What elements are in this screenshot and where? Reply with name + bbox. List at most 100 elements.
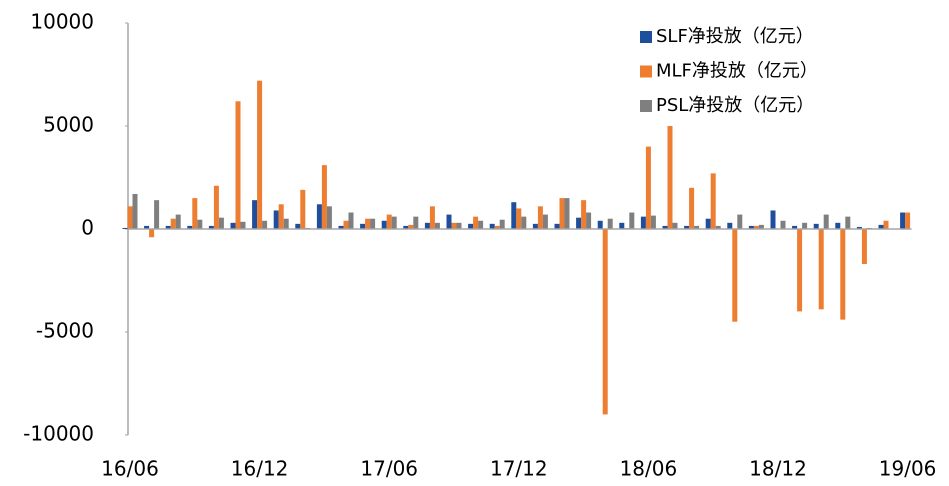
bar bbox=[262, 220, 268, 229]
bar bbox=[273, 210, 279, 229]
x-tick-label: 16/12 bbox=[231, 457, 289, 481]
x-tick-label: 16/06 bbox=[101, 457, 159, 481]
bar bbox=[662, 225, 668, 229]
bar bbox=[748, 225, 754, 229]
bar bbox=[473, 216, 479, 229]
bar bbox=[370, 218, 376, 229]
bar bbox=[478, 220, 484, 229]
legend-label: MLF净投放（亿元） bbox=[656, 61, 818, 82]
bar bbox=[499, 219, 505, 229]
bar bbox=[494, 225, 500, 229]
bar bbox=[278, 204, 284, 229]
bar bbox=[154, 200, 160, 229]
bar bbox=[645, 146, 651, 229]
bar bbox=[602, 229, 608, 415]
bar bbox=[542, 214, 548, 229]
bar bbox=[252, 200, 258, 229]
bar bbox=[343, 220, 349, 229]
bar bbox=[187, 225, 193, 229]
bar bbox=[845, 216, 851, 229]
bar bbox=[521, 216, 527, 229]
legend-swatch bbox=[640, 100, 652, 112]
bar bbox=[770, 210, 776, 229]
bar bbox=[905, 212, 911, 229]
legend-label: SLF净投放（亿元） bbox=[656, 26, 814, 47]
bar bbox=[197, 219, 203, 229]
bar bbox=[883, 220, 889, 229]
bar bbox=[386, 214, 392, 229]
bar bbox=[391, 216, 397, 229]
bar bbox=[295, 223, 301, 229]
bar bbox=[213, 185, 219, 229]
bar bbox=[381, 220, 387, 229]
bar bbox=[710, 173, 716, 229]
bar bbox=[360, 223, 366, 229]
bar bbox=[554, 223, 560, 229]
x-tick-label: 18/06 bbox=[620, 457, 678, 481]
bar bbox=[165, 225, 171, 229]
bar bbox=[424, 222, 430, 229]
bar bbox=[564, 198, 570, 229]
bar bbox=[218, 217, 224, 229]
bar bbox=[684, 225, 690, 229]
bar bbox=[640, 216, 646, 229]
bar bbox=[403, 225, 409, 229]
bar bbox=[532, 223, 538, 229]
bar bbox=[413, 216, 419, 229]
bar bbox=[780, 220, 786, 229]
x-tick-label: 17/12 bbox=[490, 457, 548, 481]
bar bbox=[581, 200, 587, 229]
bar bbox=[365, 218, 371, 229]
bar bbox=[856, 226, 862, 229]
bar bbox=[823, 214, 829, 229]
bar bbox=[667, 126, 673, 229]
bar bbox=[597, 220, 603, 229]
bar bbox=[283, 218, 289, 229]
bar bbox=[576, 217, 582, 229]
y-tick-label: -10000 bbox=[23, 422, 94, 446]
bar bbox=[840, 229, 846, 320]
bar bbox=[629, 212, 635, 229]
bar bbox=[316, 204, 322, 229]
bar bbox=[619, 222, 625, 229]
bar bbox=[802, 222, 808, 229]
bar bbox=[429, 206, 435, 229]
y-tick-label: 10000 bbox=[30, 10, 94, 34]
bar bbox=[758, 224, 764, 229]
bar bbox=[715, 225, 721, 229]
bar bbox=[694, 225, 700, 229]
bar bbox=[586, 212, 592, 229]
bar bbox=[705, 218, 711, 229]
bar bbox=[408, 224, 414, 229]
bar bbox=[192, 198, 198, 229]
bar bbox=[689, 187, 695, 229]
bar bbox=[489, 223, 495, 229]
bar bbox=[559, 198, 565, 229]
bar bbox=[835, 222, 841, 229]
bar bbox=[537, 206, 543, 229]
x-tick-label: 17/06 bbox=[360, 457, 418, 481]
bar bbox=[338, 225, 344, 229]
y-tick-label: 5000 bbox=[43, 113, 94, 137]
bar bbox=[792, 225, 798, 229]
legend-label: PSL净投放（亿元） bbox=[656, 95, 814, 116]
legend-swatch bbox=[640, 31, 652, 43]
bar bbox=[300, 189, 306, 229]
y-tick-label: 0 bbox=[81, 216, 94, 240]
bar bbox=[732, 229, 738, 322]
bar bbox=[468, 223, 474, 229]
bar bbox=[446, 214, 452, 229]
bar bbox=[175, 214, 181, 229]
bar bbox=[451, 222, 457, 229]
bar bbox=[240, 221, 246, 229]
bar bbox=[122, 227, 128, 229]
bar bbox=[321, 165, 327, 229]
bar bbox=[672, 222, 678, 229]
bar bbox=[650, 215, 656, 229]
bar bbox=[235, 101, 241, 229]
bar bbox=[230, 222, 236, 229]
bar bbox=[144, 225, 150, 229]
bar bbox=[737, 214, 743, 229]
bar bbox=[818, 229, 824, 310]
